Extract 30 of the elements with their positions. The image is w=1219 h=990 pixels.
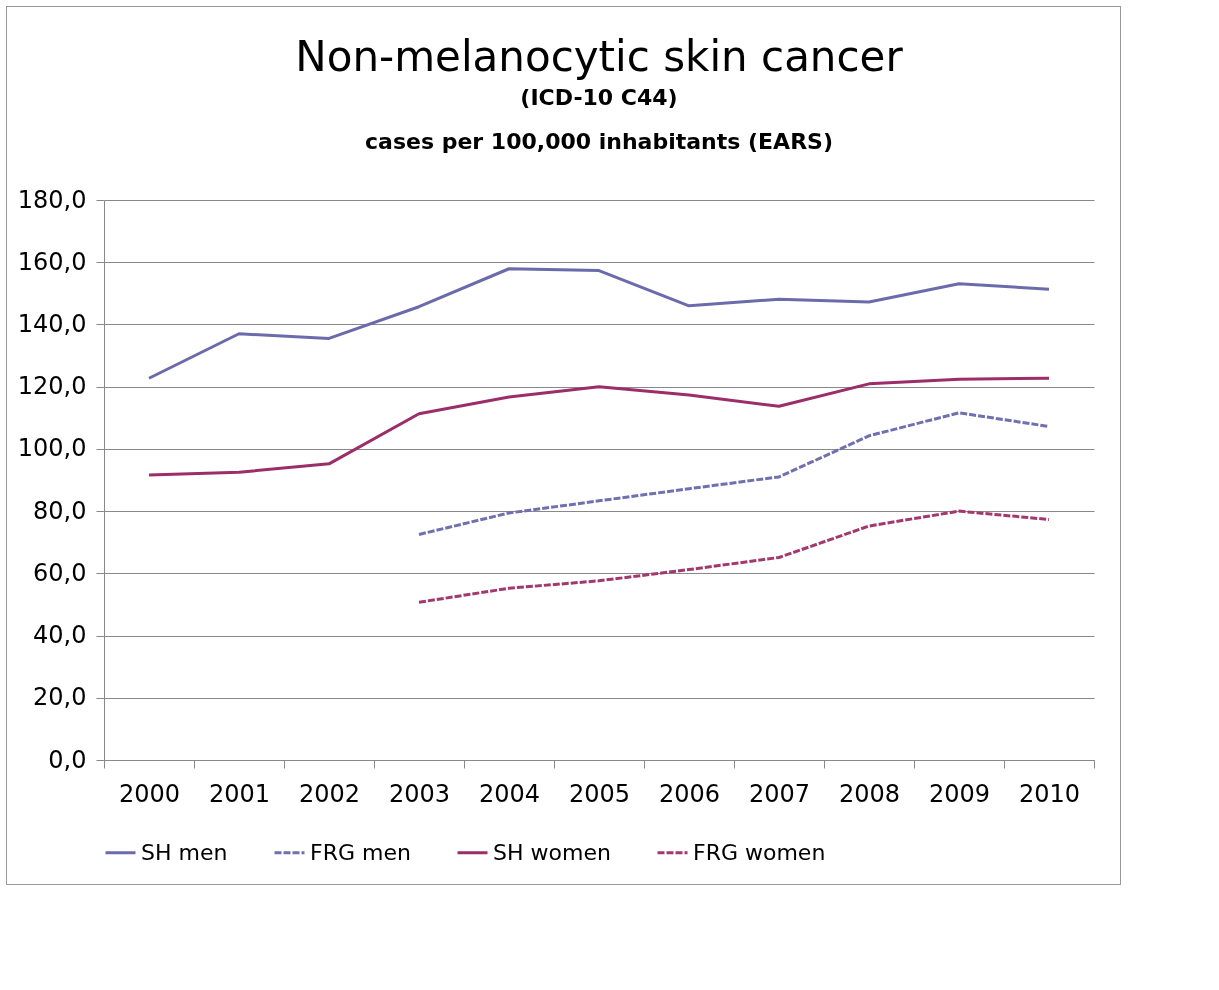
legend-label: FRG men	[310, 839, 411, 865]
y-tick-label: 160,0	[17, 247, 87, 276]
y-tick-label: 20,0	[33, 683, 87, 712]
y-tick-label: 180,0	[17, 185, 87, 214]
x-tick-label: 2010	[1018, 779, 1081, 808]
legend-label: SH women	[493, 839, 611, 865]
x-tick-label: 2003	[388, 779, 451, 808]
y-tick-label: 140,0	[17, 309, 87, 338]
legend-label: SH men	[141, 839, 228, 865]
x-tick-label: 2000	[118, 779, 181, 808]
y-tick-label: 0,0	[48, 745, 87, 774]
chart-title: Non-melanocytic skin cancer	[295, 32, 904, 81]
y-tick-label: 120,0	[17, 372, 87, 401]
x-tick-label: 2008	[838, 779, 901, 808]
x-tick-label: 2002	[298, 779, 361, 808]
x-tick-label: 2007	[748, 779, 811, 808]
y-tick-label: 100,0	[17, 434, 87, 463]
x-tick-label: 2005	[568, 779, 631, 808]
y-tick-label: 40,0	[33, 621, 87, 650]
x-tick-label: 2001	[208, 779, 271, 808]
y-tick-label: 80,0	[33, 496, 87, 525]
y-tick-label: 60,0	[33, 558, 87, 587]
x-tick-label: 2004	[478, 779, 541, 808]
line-series	[147, 376, 1051, 477]
legend-label: FRG women	[693, 839, 826, 865]
line-series	[147, 267, 1051, 380]
x-tick-label: 2006	[658, 779, 721, 808]
x-tick-label: 2009	[928, 779, 991, 808]
line-series	[417, 509, 1051, 604]
chart-subtitle: (ICD-10 C44) cases per 100,000 inhabitants (EARS)	[365, 85, 833, 154]
